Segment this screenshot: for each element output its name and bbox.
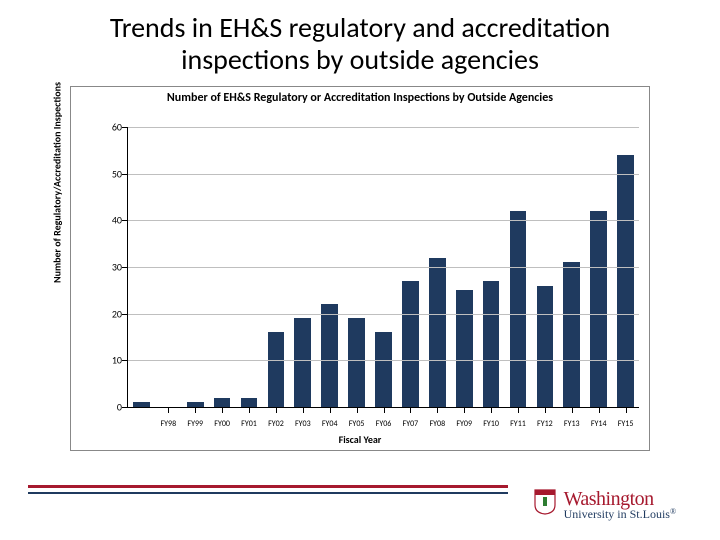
chart-bar [402,281,419,407]
x-axis-label: Fiscal Year [71,433,649,446]
x-tick-label: FY02 [268,419,284,429]
y-tick [122,407,128,408]
footer-rules [28,485,508,494]
x-tick [410,407,411,413]
x-tick-label: FY14 [591,419,607,429]
x-tick-label: FY11 [510,419,526,429]
x-tick-label: FY00 [214,419,230,429]
y-tick [122,127,128,128]
y-tick [122,174,128,175]
y-tick [122,267,128,268]
y-tick-label: 0 [100,401,122,414]
y-tick-label: 40 [100,214,122,227]
university-logo: Washington University in St.Louis® [534,489,694,520]
chart-gridline [128,267,639,268]
chart-bar [537,286,554,407]
chart-plot-area: 0102030405060FY98FY99FY00FY01FY02FY03FY0… [127,127,639,408]
x-tick-label: FY98 [160,419,176,429]
chart-title: Number of EH&S Regulatory or Accreditati… [71,91,649,105]
x-tick-label: FY06 [376,419,392,429]
x-tick [168,407,169,413]
chart-bar [348,318,365,407]
y-tick-label: 50 [100,167,122,180]
x-tick-label: FY05 [349,419,365,429]
x-tick-label: FY12 [537,419,553,429]
chart-bar [510,211,527,407]
x-tick [572,407,573,413]
y-axis-label: Number of Regulatory/Accreditation Inspe… [51,82,64,283]
chart-gridline [128,174,639,175]
y-tick [122,314,128,315]
x-tick-label: FY09 [456,419,472,429]
chart-gridline [128,360,639,361]
x-tick [491,407,492,413]
x-tick [384,407,385,413]
x-tick-label: FY13 [564,419,580,429]
chart-bar [375,332,392,407]
footer-rule-top [28,485,508,488]
shield-icon [534,489,556,515]
x-tick [249,407,250,413]
y-tick [122,360,128,361]
chart-gridline [128,314,639,315]
chart-bar [321,304,338,407]
chart-bar [456,290,473,407]
chart-bar [214,398,231,407]
x-tick [303,407,304,413]
x-tick [195,407,196,413]
chart-bar [294,318,311,407]
x-tick [437,407,438,413]
x-tick [626,407,627,413]
x-tick [518,407,519,413]
y-tick-label: 10 [100,354,122,367]
y-tick [122,220,128,221]
footer-rule-bottom [28,492,508,494]
page-title: Trends in EH&S regulatory and accreditat… [60,12,660,76]
x-tick [222,407,223,413]
x-tick [276,407,277,413]
chart-container: Number of EH&S Regulatory or Accreditati… [70,86,650,451]
x-tick [545,407,546,413]
chart-bar [617,155,634,407]
chart-bar [483,281,500,407]
chart-gridline [128,127,639,128]
chart-bar [268,332,285,407]
y-tick-label: 60 [100,121,122,134]
chart-bar [429,258,446,407]
logo-line2: University in St.Louis® [564,508,676,520]
x-tick-label: FY04 [322,419,338,429]
x-tick [330,407,331,413]
x-tick-label: FY01 [241,419,257,429]
x-tick [357,407,358,413]
x-tick-label: FY99 [187,419,203,429]
chart-bar [590,211,607,407]
x-tick-label: FY07 [403,419,419,429]
chart-bar [133,402,150,407]
y-tick-label: 30 [100,261,122,274]
chart-bar [563,262,580,407]
x-tick [464,407,465,413]
x-tick [599,407,600,413]
x-tick-label: FY03 [295,419,311,429]
x-tick-label: FY10 [483,419,499,429]
logo-line1: Washington [564,489,676,509]
y-tick-label: 20 [100,307,122,320]
x-tick-label: FY15 [618,419,634,429]
chart-bar [241,398,258,407]
x-tick-label: FY08 [429,419,445,429]
chart-gridline [128,220,639,221]
